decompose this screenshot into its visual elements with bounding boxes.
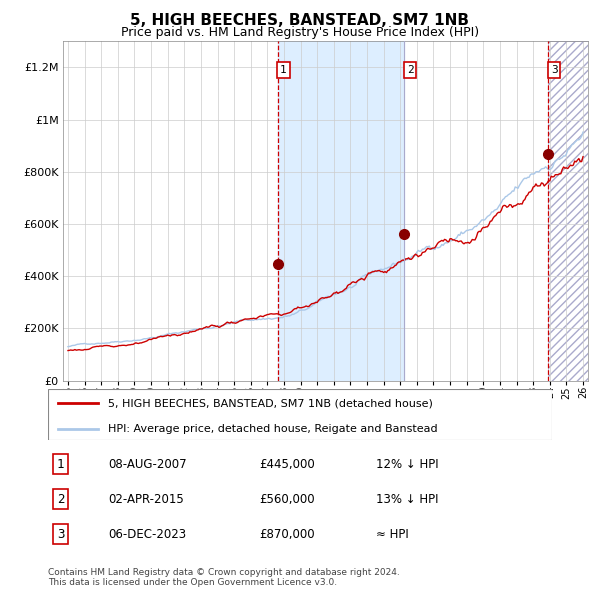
Text: £560,000: £560,000 — [260, 493, 316, 506]
Text: 3: 3 — [551, 65, 558, 75]
Text: Price paid vs. HM Land Registry's House Price Index (HPI): Price paid vs. HM Land Registry's House … — [121, 26, 479, 39]
Text: Contains HM Land Registry data © Crown copyright and database right 2024.
This d: Contains HM Land Registry data © Crown c… — [48, 568, 400, 587]
Bar — [278, 41, 404, 381]
Text: 5, HIGH BEECHES, BANSTEAD, SM7 1NB (detached house): 5, HIGH BEECHES, BANSTEAD, SM7 1NB (deta… — [109, 398, 433, 408]
Bar — [548, 41, 592, 381]
Text: 1: 1 — [57, 457, 64, 471]
Text: 13% ↓ HPI: 13% ↓ HPI — [376, 493, 438, 506]
Text: HPI: Average price, detached house, Reigate and Banstead: HPI: Average price, detached house, Reig… — [109, 424, 438, 434]
Text: 12% ↓ HPI: 12% ↓ HPI — [376, 457, 438, 471]
Text: 2: 2 — [57, 493, 64, 506]
Text: £870,000: £870,000 — [260, 527, 316, 541]
Text: 2: 2 — [407, 65, 413, 75]
Text: 1: 1 — [280, 65, 287, 75]
Text: 5, HIGH BEECHES, BANSTEAD, SM7 1NB: 5, HIGH BEECHES, BANSTEAD, SM7 1NB — [131, 13, 470, 28]
Text: 3: 3 — [57, 527, 64, 541]
Text: 02-APR-2015: 02-APR-2015 — [109, 493, 184, 506]
FancyBboxPatch shape — [48, 389, 552, 440]
Text: £445,000: £445,000 — [260, 457, 316, 471]
Text: 06-DEC-2023: 06-DEC-2023 — [109, 527, 187, 541]
Text: ≈ HPI: ≈ HPI — [376, 527, 409, 541]
Text: 08-AUG-2007: 08-AUG-2007 — [109, 457, 187, 471]
